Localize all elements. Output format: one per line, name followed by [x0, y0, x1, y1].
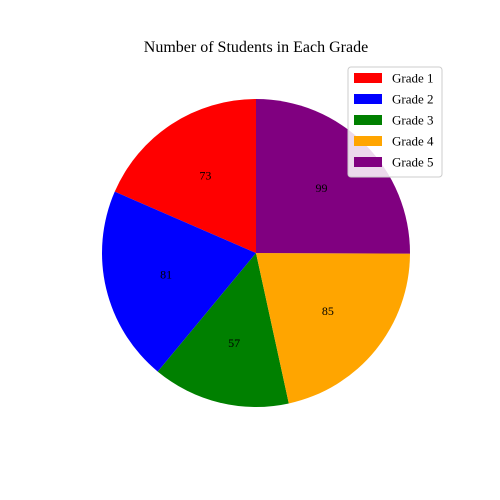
slice-value-labels: 73 81 57 85 99: [160, 169, 334, 350]
pie-slice-grade-4: [256, 253, 410, 404]
slice-value-label: 73: [199, 169, 211, 183]
slice-value-label: 57: [228, 336, 240, 350]
legend-label: Grade 5: [392, 155, 434, 170]
legend-label: Grade 1: [392, 71, 434, 86]
pie-slice-grade-3: [157, 253, 289, 407]
chart-title: Number of Students in Each Grade: [144, 39, 368, 56]
legend-label: Grade 2: [392, 92, 434, 107]
pie-slices: [102, 99, 411, 407]
slice-value-label: 81: [160, 267, 172, 281]
legend-swatch: [354, 73, 382, 83]
pie-slice-grade-2: [102, 191, 256, 372]
legend-label: Grade 4: [392, 134, 434, 149]
pie-slice-grade-1: [114, 99, 257, 253]
legend-swatch: [354, 115, 382, 125]
legend-swatch: [354, 94, 382, 104]
slice-value-label: 99: [315, 181, 327, 195]
legend-swatch: [354, 136, 382, 146]
legend-swatch: [354, 157, 382, 167]
legend-label: Grade 3: [392, 113, 434, 128]
slice-value-label: 85: [322, 304, 334, 318]
legend: Grade 1 Grade 2 Grade 3 Grade 4 Grade 5: [347, 66, 443, 178]
pie-slice-grade-5: [256, 99, 411, 254]
